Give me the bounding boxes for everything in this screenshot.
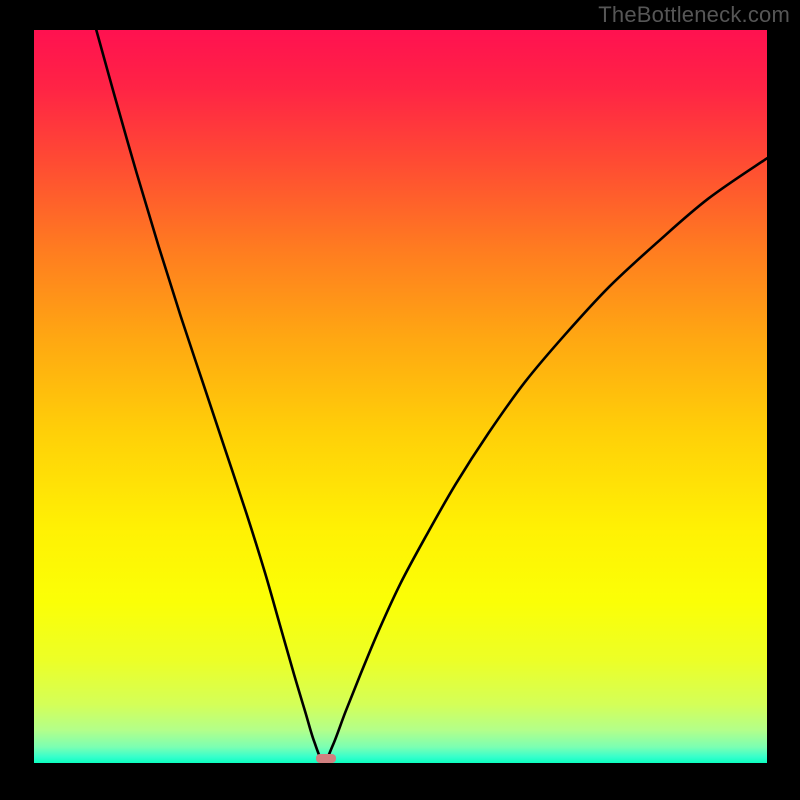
vertex-marker: [316, 754, 336, 763]
chart-outer: TheBottleneck.com: [0, 0, 800, 800]
plot-area: [34, 30, 767, 763]
watermark-text: TheBottleneck.com: [598, 2, 790, 28]
bottleneck-curve: [34, 30, 767, 763]
